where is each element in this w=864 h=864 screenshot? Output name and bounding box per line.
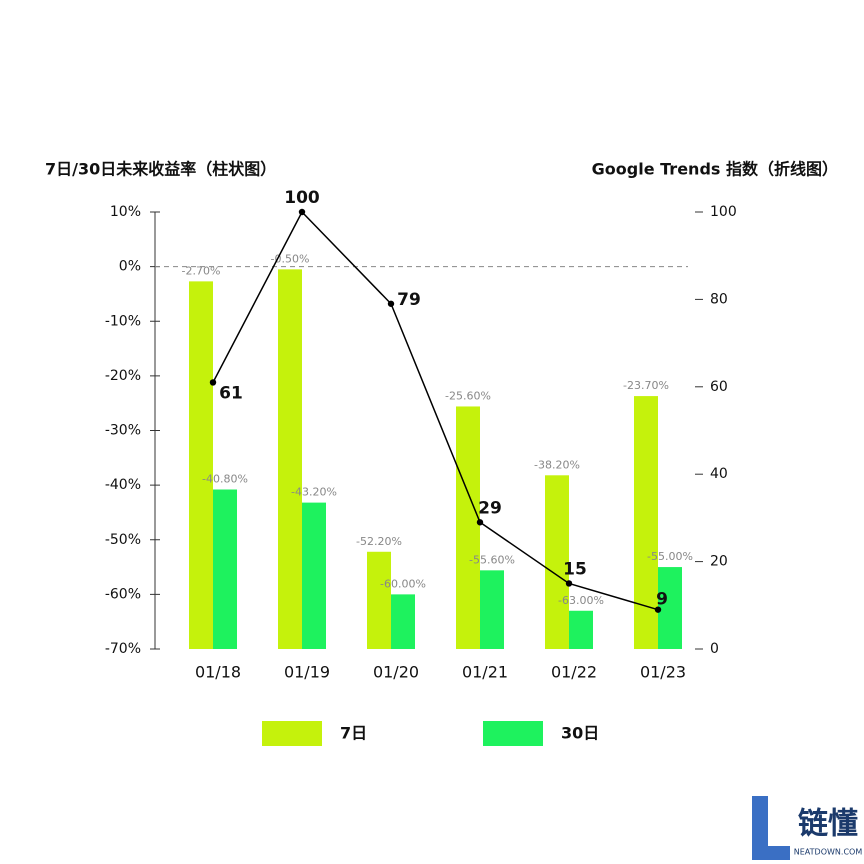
- y-tick-label: -20%: [105, 368, 141, 384]
- y2-tick-label: 40: [710, 466, 728, 482]
- y2-title: Google Trends 指数（折线图）: [592, 160, 838, 179]
- y-tick-label: -40%: [105, 477, 141, 493]
- value-label: -52.20%: [356, 535, 402, 548]
- y2-tick-label: 80: [710, 291, 728, 307]
- bar: [658, 567, 682, 649]
- y-tick-label: -70%: [105, 641, 141, 657]
- watermark: 链懂 NEATDOWN.COM: [752, 796, 862, 860]
- y2-tick-label: 60: [710, 379, 728, 395]
- bar: [189, 281, 213, 649]
- value-label: -63.00%: [558, 594, 604, 607]
- x-tick-label: 01/19: [284, 663, 330, 682]
- legend-label: 7日: [340, 724, 367, 743]
- value-label: -25.60%: [445, 389, 491, 402]
- line-point: [476, 519, 484, 526]
- line-point: [565, 580, 573, 587]
- chart-title: 7日/30日未来收益率（柱状图）: [45, 160, 276, 179]
- legend-swatch: [483, 721, 543, 746]
- y-tick-label: -10%: [105, 313, 141, 329]
- value-label: -23.70%: [623, 379, 669, 392]
- bar: [456, 406, 480, 649]
- line-value-label: 79: [397, 290, 421, 310]
- x-tick-label: 01/23: [640, 663, 686, 682]
- logo: [752, 796, 790, 860]
- line-value-label: 29: [478, 498, 502, 518]
- x-tick-label: 01/21: [462, 663, 508, 682]
- y2-tick-label: 100: [710, 204, 737, 220]
- bar: [634, 396, 658, 649]
- value-label: -2.70%: [182, 264, 221, 277]
- y-tick-label: 10%: [110, 204, 141, 220]
- line-value-label: 100: [284, 188, 320, 208]
- y-tick-label: 0%: [119, 259, 141, 275]
- bar: [367, 551, 391, 649]
- x-tick-label: 01/22: [551, 663, 597, 682]
- bar: [213, 489, 237, 649]
- y-tick-label: -30%: [105, 423, 141, 439]
- y-tick-label: -50%: [105, 532, 141, 548]
- line-value-label: 61: [219, 383, 243, 403]
- value-label: -40.80%: [202, 472, 248, 485]
- watermark-subtitle: NEATDOWN.COM: [794, 848, 863, 857]
- y2-tick-label: 20: [710, 554, 728, 570]
- legend-swatch: [262, 721, 322, 746]
- x-tick-label: 01/20: [373, 663, 419, 682]
- line-value-label: 15: [563, 559, 587, 579]
- value-label: -55.60%: [469, 553, 515, 566]
- y-tick-label: -60%: [105, 586, 141, 602]
- line-point: [387, 300, 395, 307]
- bar: [480, 570, 504, 649]
- value-label: -38.20%: [534, 458, 580, 471]
- line-point: [209, 379, 217, 386]
- bar: [545, 475, 569, 649]
- bar: [391, 594, 415, 649]
- bar: [278, 269, 302, 649]
- legend-label: 30日: [561, 724, 599, 743]
- value-label: -0.50%: [271, 252, 310, 265]
- line-point: [298, 208, 306, 216]
- line-value-label: 9: [656, 590, 668, 610]
- watermark-title: 链懂: [798, 807, 858, 842]
- bar: [302, 502, 326, 649]
- bar: [569, 610, 593, 649]
- y2-tick-label: 0: [710, 641, 719, 657]
- value-label: -60.00%: [380, 577, 426, 590]
- line-point: [654, 606, 662, 613]
- x-tick-label: 01/18: [195, 663, 241, 682]
- value-label: -43.20%: [291, 486, 337, 499]
- value-label: -55.00%: [647, 550, 693, 563]
- line: [212, 210, 659, 611]
